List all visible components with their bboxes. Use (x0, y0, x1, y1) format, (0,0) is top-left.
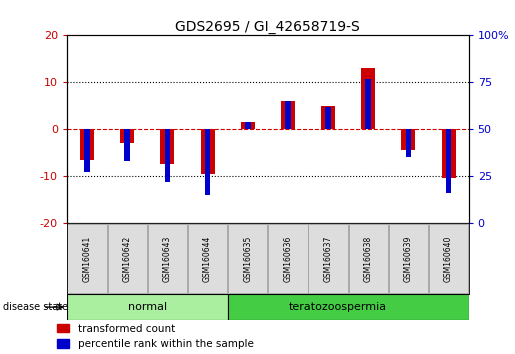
Bar (389, 224, 428, 293)
Bar (67, 294, 228, 320)
Bar (401, 129, 416, 150)
Text: GSM160637: GSM160637 (323, 235, 333, 282)
Text: GSM160642: GSM160642 (123, 235, 132, 281)
Bar (228, 294, 469, 320)
Bar (188, 224, 227, 293)
Text: GSM160636: GSM160636 (283, 235, 293, 282)
Bar (67, 224, 107, 293)
Text: GSM160640: GSM160640 (444, 235, 453, 282)
Text: GSM160635: GSM160635 (243, 235, 252, 282)
Text: disease state: disease state (3, 302, 67, 312)
Bar (245, 122, 250, 129)
Text: teratozoospermia: teratozoospermia (289, 302, 387, 312)
Bar (125, 129, 130, 161)
Legend: transformed count, percentile rank within the sample: transformed count, percentile rank withi… (57, 324, 253, 349)
Bar (84, 129, 90, 172)
Text: GSM160638: GSM160638 (364, 235, 373, 281)
Bar (241, 122, 255, 129)
Bar (285, 101, 290, 129)
Bar (308, 224, 348, 293)
Text: GSM160644: GSM160644 (203, 235, 212, 282)
Bar (80, 129, 94, 160)
Bar (446, 129, 451, 193)
Bar (160, 129, 175, 164)
Bar (200, 129, 215, 174)
Text: GSM160641: GSM160641 (82, 235, 92, 281)
Bar (441, 129, 456, 178)
Bar (268, 224, 307, 293)
Bar (321, 106, 335, 129)
Text: GSM160639: GSM160639 (404, 235, 413, 282)
Bar (108, 224, 147, 293)
Bar (361, 68, 375, 129)
Bar (281, 101, 295, 129)
Text: GSM160643: GSM160643 (163, 235, 172, 282)
Bar (406, 129, 411, 157)
Bar (120, 129, 134, 143)
Bar (325, 107, 331, 129)
Title: GDS2695 / GI_42658719-S: GDS2695 / GI_42658719-S (176, 21, 360, 34)
Bar (366, 79, 371, 129)
Bar (429, 224, 468, 293)
Bar (148, 224, 187, 293)
Bar (228, 224, 267, 293)
Bar (205, 129, 210, 195)
Bar (349, 224, 388, 293)
Bar (165, 129, 170, 182)
Text: normal: normal (128, 302, 167, 312)
